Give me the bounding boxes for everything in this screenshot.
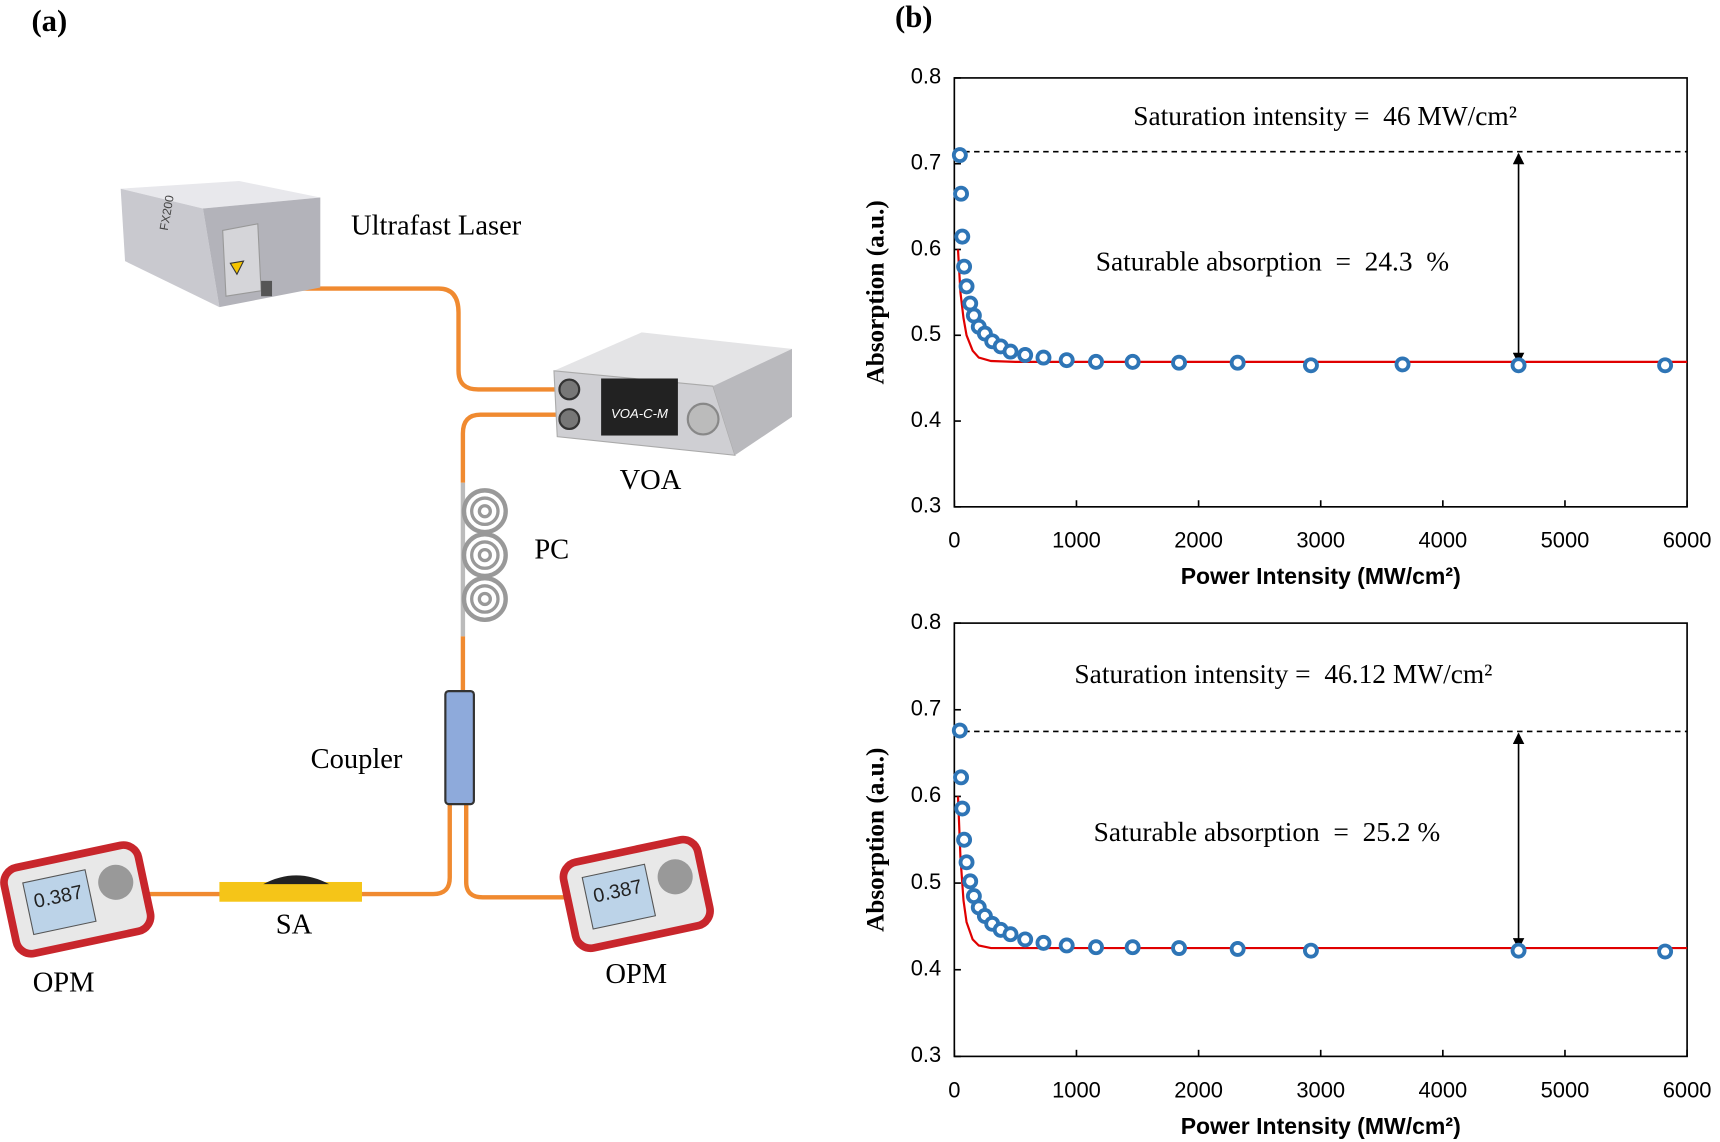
- x-axis-label: Power Intensity (MW/cm²): [1181, 1113, 1461, 1139]
- component-label: Coupler: [311, 744, 403, 775]
- data-point: [1510, 357, 1527, 374]
- data-point: [1229, 354, 1246, 371]
- setup-diagram: (a) FX200: [0, 4, 792, 999]
- data-point: [1302, 357, 1319, 374]
- component-label: VOA: [620, 465, 682, 496]
- y-tick-label: 0.5: [911, 321, 941, 346]
- x-tick-label: 3000: [1296, 1077, 1345, 1102]
- annotation: Saturable absorption = 25.2 %: [1094, 817, 1441, 847]
- x-tick-label: 5000: [1541, 528, 1590, 553]
- x-tick-label: 0: [948, 528, 960, 553]
- y-tick-label: 0.5: [911, 869, 941, 894]
- data-point: [1657, 357, 1674, 374]
- x-axis-label: Power Intensity (MW/cm²): [1181, 563, 1461, 589]
- y-tick-label: 0.4: [911, 407, 941, 432]
- component-label: OPM: [605, 959, 667, 990]
- data-point: [958, 278, 975, 295]
- data-point: [1002, 926, 1019, 943]
- data-point: [962, 873, 979, 890]
- panel-label: (a): [31, 4, 67, 38]
- x-tick-label: 4000: [1418, 528, 1467, 553]
- annotation: Saturable absorption = 24.3 %: [1096, 247, 1449, 277]
- y-axis-label: Absorption (a.u.): [862, 200, 889, 384]
- coupler: [444, 690, 475, 806]
- y-tick-label: 0.8: [911, 64, 941, 89]
- data-point: [1510, 942, 1527, 959]
- y-tick-label: 0.3: [911, 1042, 941, 1067]
- data-point: [1657, 943, 1674, 960]
- data-point: [1058, 352, 1075, 369]
- data-point: [1124, 353, 1141, 370]
- data-point: [1302, 942, 1319, 959]
- opm-right: 0.387: [559, 835, 714, 953]
- data-point: [1058, 937, 1075, 954]
- data-point: [958, 854, 975, 871]
- y-tick-label: 0.7: [911, 150, 941, 175]
- component-label: PC: [534, 534, 569, 565]
- y-tick-label: 0.6: [911, 235, 941, 260]
- x-tick-label: 6000: [1663, 1077, 1712, 1102]
- x-tick-label: 1000: [1052, 1077, 1101, 1102]
- x-tick-label: 6000: [1663, 528, 1712, 553]
- x-tick-label: 2000: [1174, 528, 1223, 553]
- x-tick-label: 3000: [1296, 528, 1345, 553]
- x-tick-label: 1000: [1052, 528, 1101, 553]
- data-point: [951, 147, 968, 164]
- data-point: [954, 800, 971, 817]
- data-point: [1002, 343, 1019, 360]
- y-tick-label: 0.3: [911, 493, 941, 518]
- x-tick-label: 4000: [1418, 1077, 1467, 1102]
- voa-model: VOA-C-M: [611, 406, 668, 421]
- y-tick-label: 0.8: [911, 609, 941, 634]
- data-point: [1171, 354, 1188, 371]
- data-point: [1394, 356, 1411, 373]
- y-axis-label: Absorption (a.u.): [862, 748, 889, 932]
- y-tick-label: 0.7: [911, 696, 941, 721]
- data-point: [951, 722, 968, 739]
- data-point: [1088, 353, 1104, 370]
- opm-left: 0.387: [0, 841, 155, 958]
- data-point: [1017, 347, 1034, 363]
- data-point: [954, 228, 971, 245]
- panel-label: (b): [895, 0, 933, 34]
- y-tick-label: 0.4: [911, 956, 941, 981]
- data-point: [1035, 349, 1052, 366]
- x-tick-label: 5000: [1541, 1077, 1590, 1102]
- data-point: [1171, 940, 1188, 957]
- data-point: [953, 185, 970, 202]
- polarization-controller: [461, 488, 508, 623]
- data-point: [1088, 939, 1104, 956]
- annotation: Saturation intensity = 46.12 MW/cm²: [1074, 659, 1492, 689]
- voa-device: VOA-C-M: [553, 332, 792, 456]
- plot-frame: [953, 77, 1688, 508]
- data-point: [956, 258, 973, 275]
- data-point: [1124, 939, 1141, 956]
- annotation: Saturation intensity = 46 MW/cm²: [1133, 101, 1517, 131]
- data-point: [1035, 934, 1052, 951]
- y-tick-label: 0.6: [911, 782, 941, 807]
- data-point: [1229, 940, 1246, 957]
- chart: 0.3 0.4 0.5 0.6 0.7 0.8 0 1000 2000 3000 4000 5000 6…: [862, 64, 1711, 589]
- data-point: [956, 831, 973, 848]
- data-point: [953, 769, 970, 786]
- fibers: [148, 286, 565, 900]
- data-point: [1017, 931, 1034, 948]
- laser-model: FX200: [157, 194, 177, 232]
- laser-device: FX200: [120, 181, 321, 308]
- component-label: OPM: [33, 968, 95, 999]
- component-label: Ultrafast Laser: [351, 211, 522, 242]
- x-tick-label: 2000: [1174, 1077, 1223, 1102]
- saturable-absorber: [219, 875, 362, 902]
- chart: 0.3 0.4 0.5 0.6 0.7 0.8 0 1000 2000 3000 4000 5000 6…: [862, 609, 1711, 1139]
- x-tick-label: 0: [948, 1077, 960, 1102]
- component-label: SA: [276, 910, 313, 941]
